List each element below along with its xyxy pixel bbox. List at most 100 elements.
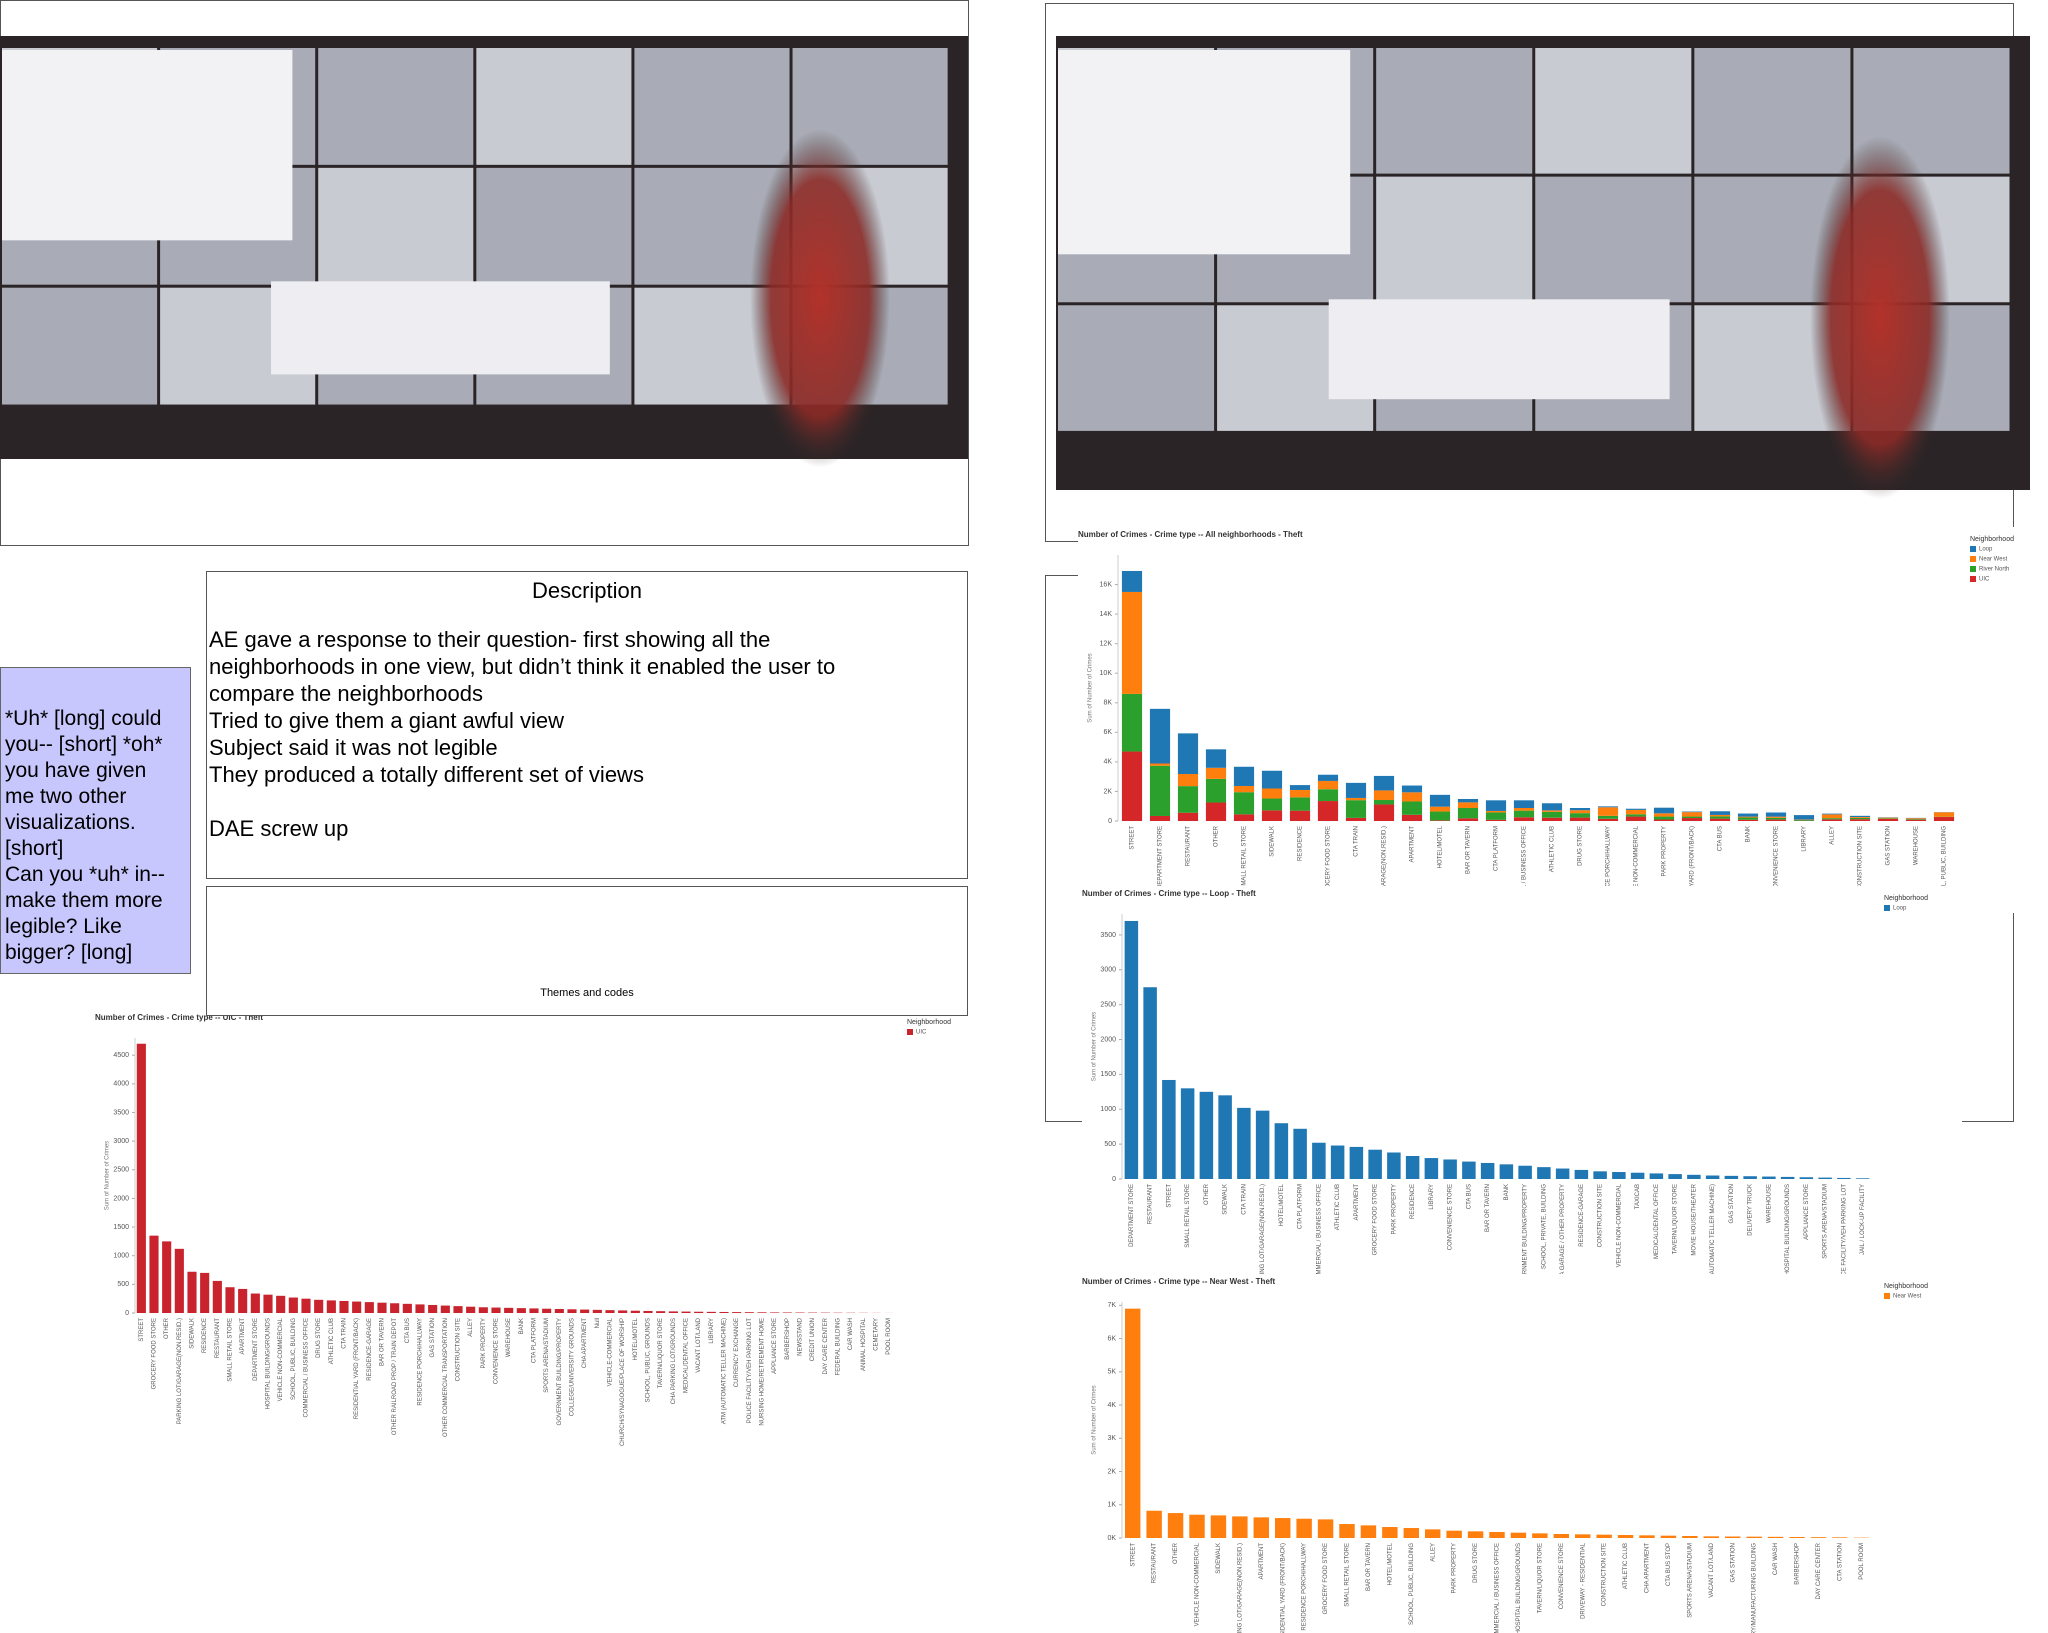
bar (1457, 807, 1479, 819)
bar (580, 1309, 590, 1313)
x-tick-label: CTA STATION (1837, 1543, 1843, 1581)
bar (1401, 801, 1423, 815)
bar (1232, 1516, 1248, 1538)
bar (1513, 810, 1535, 818)
bar (1849, 817, 1871, 820)
bar (1668, 1174, 1682, 1179)
x-tick-label: RESIDENTIAL YARD (FRONT/BACK) (1690, 826, 1696, 927)
x-tick-label: SCHOOL, PUBLIC, BUILDING (1409, 1543, 1415, 1625)
bar (1485, 800, 1507, 811)
bar (1653, 816, 1675, 820)
x-tick-label: GAS STATION (430, 1318, 436, 1357)
bar (1709, 814, 1731, 817)
bar (668, 1311, 678, 1313)
bar (377, 1302, 387, 1313)
x-tick-label: GAS STATION (1886, 826, 1892, 865)
x-tick-label: HOSPITAL BUILDING/GROUNDS (1516, 1543, 1522, 1633)
x-tick-label: STREET (1130, 1543, 1136, 1567)
y-tick-label: 0 (1108, 818, 1112, 825)
bar (1780, 1176, 1795, 1179)
description-paragraph: DAE screw up (209, 815, 967, 842)
bar (681, 1311, 691, 1313)
chart: Number of Crimes - Crime type -- Loop - … (1082, 886, 1962, 1291)
sticky-note: *Uh* [long] could you-- [short] *oh* you h… (0, 667, 191, 974)
x-tick-label: CTA TRAIN (342, 1318, 348, 1349)
bar (1339, 1524, 1355, 1538)
x-tick-label: ATHLETIC CLUB (1550, 826, 1556, 872)
x-tick-label: STREET (1130, 826, 1136, 850)
x-tick-label: HOSPITAL BUILDING/GROUNDS (1785, 1184, 1791, 1275)
legend-label: Loop (1893, 906, 1907, 912)
bar (352, 1301, 362, 1313)
legend-label: Near West (1979, 557, 2008, 563)
x-tick-label: ATHLETIC CLUB (329, 1318, 335, 1364)
x-tick-label: WAREHOUSE (506, 1318, 512, 1357)
bar (1373, 775, 1395, 791)
x-tick-label: RESTAURANT (1148, 1184, 1154, 1225)
bar (1569, 807, 1591, 811)
x-tick-label: HOTEL/MOTEL (633, 1317, 639, 1360)
bar (1233, 785, 1255, 793)
x-tick-label: POLICE FACILITY/VEH PARKING LOT (1841, 1184, 1847, 1290)
bar (1177, 733, 1199, 775)
x-tick-label: RESIDENCE-GARAGE (1579, 1184, 1585, 1247)
x-tick-label: CURRENCY EXCHANGE (734, 1318, 740, 1387)
note-line: make them more (5, 889, 163, 912)
bar (1189, 1514, 1205, 1538)
bar (1597, 818, 1619, 821)
bar (1537, 1167, 1551, 1179)
x-tick-label: CONSTRUCTION SITE (456, 1318, 462, 1381)
description-title: Description (531, 578, 643, 603)
screen-panel (318, 48, 474, 165)
x-tick-label: SPORTS ARENA/STADIUM (1823, 1184, 1829, 1259)
x-tick-label: JAIL / LOCK-UP FACILITY (1860, 1184, 1866, 1255)
bar (1177, 812, 1199, 821)
x-tick-label: VACANT LOT/LAND (1709, 1542, 1715, 1597)
y-tick-label: 4K (1103, 759, 1112, 766)
x-tick-label: LIBRARY (709, 1318, 715, 1344)
x-tick-label: OTHER (1204, 1183, 1210, 1205)
bar (491, 1307, 501, 1313)
bar (630, 1310, 640, 1313)
x-tick-label: GAS STATION (1730, 1543, 1736, 1582)
bar (770, 1312, 780, 1313)
x-tick-label: OTHER (1214, 825, 1220, 847)
x-tick-label: RESIDENCE PORCH/HALLWAY (1606, 826, 1612, 914)
x-tick-label: SIDEWALK (1223, 1184, 1229, 1215)
bar (1446, 1530, 1462, 1538)
bar (1405, 1155, 1420, 1179)
bar (1293, 1128, 1307, 1179)
note-line: legible? Like (5, 915, 122, 938)
y-tick-label: 2K (1103, 788, 1112, 795)
x-tick-label: APARTMENT (240, 1318, 246, 1355)
x-tick-label: GROCERY FOOD STORE (152, 1318, 158, 1389)
bar (592, 1309, 602, 1313)
screen-panel (2, 287, 158, 405)
y-tick-label: 1K (1107, 1502, 1116, 1509)
photo (1056, 36, 2030, 500)
x-tick-label: TAVERN/LIQUOR STORE (1673, 1184, 1679, 1254)
note-line: Can you *uh* in-- (5, 863, 165, 886)
x-tick-label: SCHOOL, PRIVATE, BUILDING (1541, 1184, 1547, 1269)
bar (542, 1308, 552, 1313)
bar (390, 1303, 400, 1313)
y-tick-label: 3500 (1100, 932, 1116, 939)
screen-panel (476, 167, 632, 285)
x-tick-label: CTA GARAGE / OTHER PROPERTY (1560, 1184, 1566, 1283)
bar (149, 1235, 159, 1313)
x-tick-label: DRIVEWAY - RESIDENTIAL (1580, 1542, 1586, 1619)
x-tick-label: OTHER RAILROAD PROP / TRAIN DEPOT (392, 1318, 398, 1435)
bar (1373, 804, 1395, 821)
bar (238, 1288, 248, 1313)
bar (1237, 1107, 1251, 1179)
x-tick-label: SMALL RETAIL STORE (1242, 826, 1248, 890)
bar (1289, 810, 1311, 821)
bar (1617, 1535, 1634, 1538)
bar (1275, 1518, 1291, 1538)
x-tick-label: SMALL RETAIL STORE (1185, 1184, 1191, 1248)
bar (1429, 811, 1451, 821)
description-line: compare the neighborhoods (209, 681, 483, 706)
x-tick-label: RESTAURANT (1186, 826, 1192, 867)
x-tick-label: BANK (1746, 826, 1752, 842)
bar (263, 1294, 273, 1313)
